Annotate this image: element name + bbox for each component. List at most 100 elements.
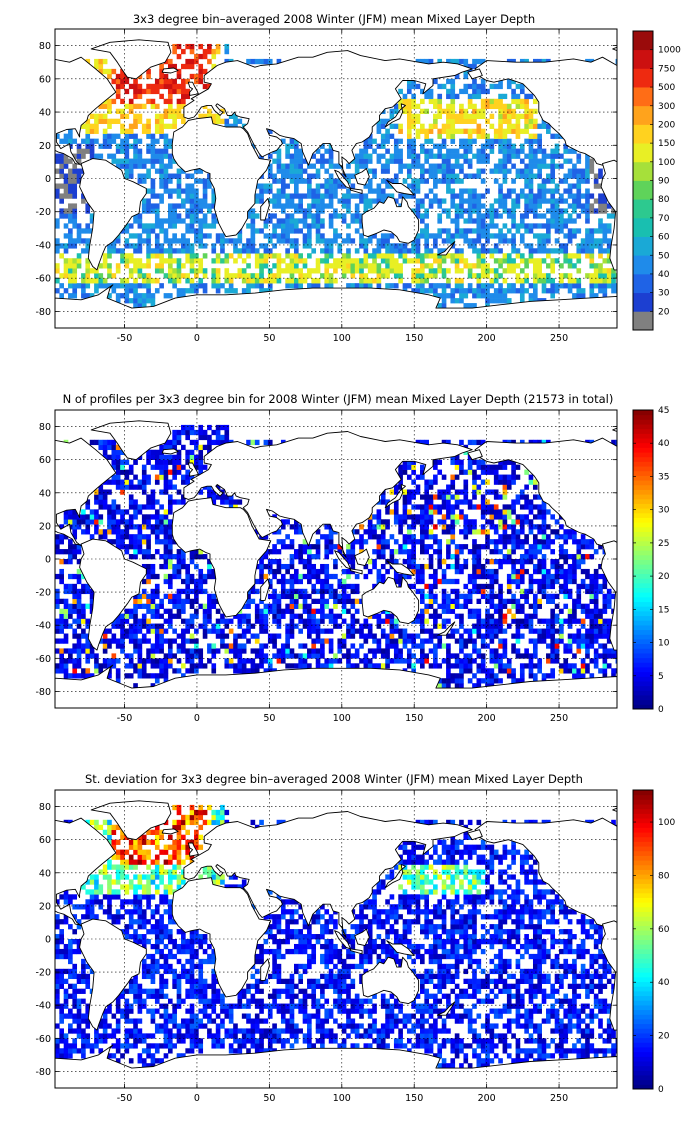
data-cell [150,253,156,259]
data-cell [85,243,91,249]
data-cell [124,633,130,639]
data-cell [463,519,469,525]
data-cell [450,108,456,115]
data-cell [141,539,147,545]
data-cell [476,588,482,595]
data-cell [198,653,204,659]
data-cell [415,203,421,209]
data-cell [467,163,473,169]
data-cell [154,549,160,555]
data-cell [120,108,125,115]
data-cell [428,603,434,609]
data-cell [454,504,460,510]
data-cell [446,113,451,119]
data-cell [137,118,143,124]
data-cell [63,509,69,515]
data-cell [480,218,486,224]
data-cell [506,148,512,154]
data-cell [107,253,112,259]
data-cell [585,168,590,174]
data-cell [315,173,321,179]
data-cell [154,213,160,219]
data-cell [94,668,99,674]
data-cell [154,153,160,159]
data-cell [428,273,434,279]
data-cell [441,143,447,149]
data-cell [137,628,143,634]
data-cell [150,673,156,679]
data-cell [163,554,169,560]
data-cell [207,113,212,119]
data-cell [493,213,499,219]
data-cell [393,103,399,110]
data-cell [302,273,308,279]
data-cell [59,549,64,555]
data-cell [150,504,156,510]
data-cell [393,573,399,580]
data-cell [163,148,169,154]
data-cell [467,598,473,604]
data-cell [580,168,586,174]
data-cell [389,283,395,289]
data-cell [307,163,312,169]
data-cell [181,608,186,614]
data-cell [502,158,508,164]
data-cell [185,588,191,595]
data-cell [424,563,430,570]
data-cell [59,198,64,204]
data-cell [476,464,482,470]
data-cell [141,638,147,644]
data-cell [446,608,451,614]
data-cell [224,273,230,279]
data-cell [163,474,169,480]
data-cell [376,143,382,149]
data-cell [428,88,434,95]
data-cell [111,638,117,644]
colorbar-label: 1000 [658,46,681,56]
data-cell [476,273,482,279]
data-cell [220,434,225,441]
data-cell [159,519,164,525]
data-cell [467,469,473,475]
data-cell [63,138,69,144]
data-cell [207,618,212,624]
data-cell [598,173,603,179]
data-cell [415,489,421,495]
data-cell [259,618,264,624]
data-cell [202,198,208,204]
data-cell [424,439,430,446]
data-cell [241,668,247,674]
data-cell [207,613,212,619]
data-cell [276,158,282,164]
data-cell [589,203,595,209]
data-cell [98,638,104,644]
data-cell [589,163,595,169]
data-cell [567,148,573,154]
data-cell [398,469,403,475]
data-cell [341,638,347,644]
data-cell [333,263,338,269]
data-cell [441,593,447,600]
data-cell [346,568,351,575]
data-cell [615,58,617,65]
data-cell [237,499,243,505]
data-cell [472,529,477,535]
data-cell [85,588,91,595]
data-cell [476,88,482,95]
data-cell [276,233,282,239]
data-cell [420,613,425,619]
data-cell [350,529,356,535]
data-cell [572,283,577,289]
data-cell [489,638,495,644]
data-cell [280,168,286,174]
data-cell [420,258,425,264]
data-cell [480,593,486,600]
data-cell [446,683,451,689]
data-cell [102,118,108,124]
data-cell [167,583,173,590]
data-cell [55,593,60,600]
data-cell [459,168,464,174]
data-cell [585,238,590,244]
data-cell [198,449,204,455]
data-cell [485,133,490,139]
